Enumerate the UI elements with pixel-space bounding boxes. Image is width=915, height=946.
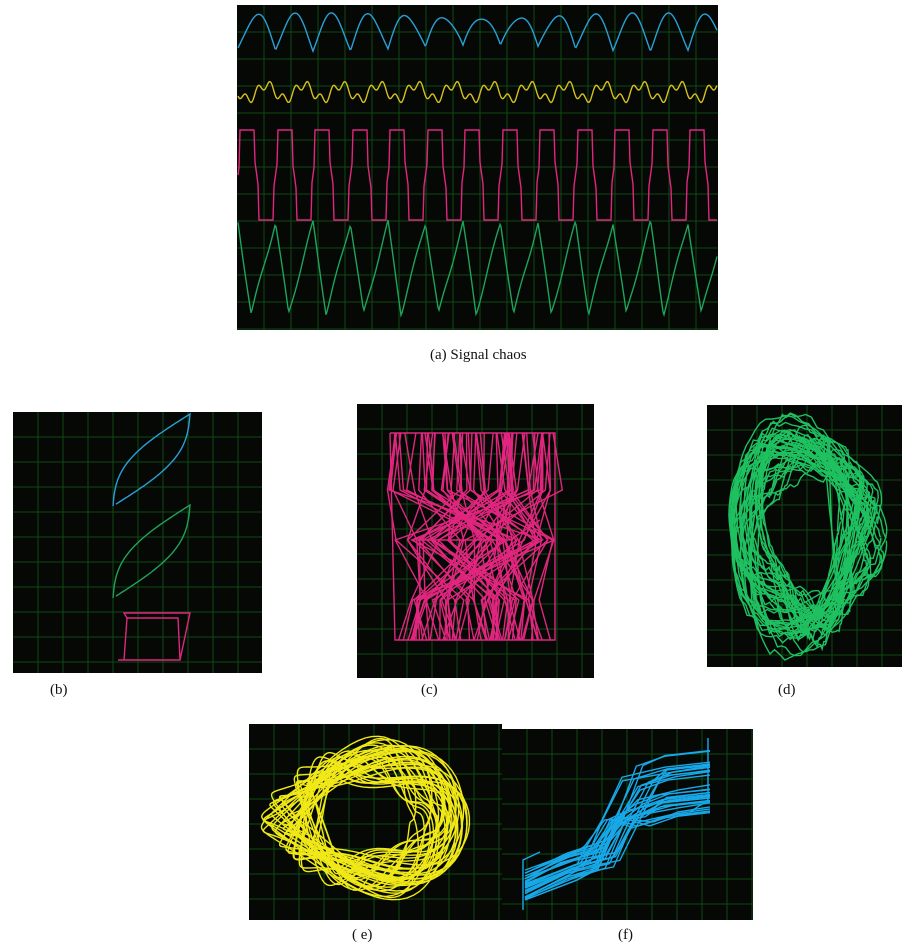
caption-c: (c) — [421, 682, 438, 698]
caption-d: (d) — [778, 682, 796, 698]
figure: (a) Signal chaos (b) (c) (d) ( e) (f) — [0, 0, 915, 946]
panel-d — [707, 405, 902, 667]
panel-a — [237, 5, 718, 330]
panel-c — [357, 404, 594, 678]
caption-b: (b) — [50, 682, 68, 698]
caption-f: (f) — [618, 927, 633, 943]
caption-a: (a) Signal chaos — [430, 347, 527, 363]
page: (a) Signal chaos (b) (c) (d) ( e) (f) ((… — [0, 0, 915, 946]
panel-b — [13, 412, 262, 673]
caption-e: ( e) — [352, 927, 372, 943]
panel-f — [502, 729, 753, 920]
panel-e — [249, 724, 502, 920]
